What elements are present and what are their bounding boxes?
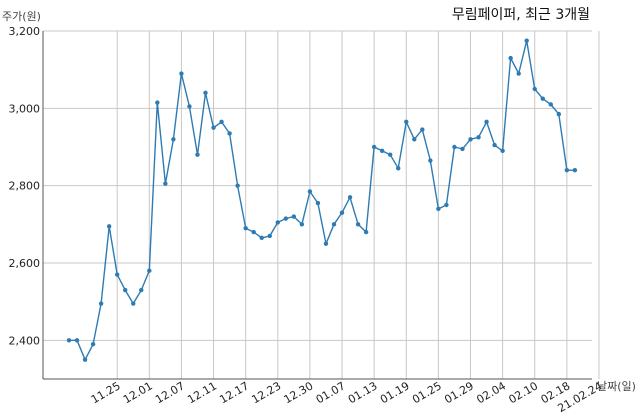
- data-point: [508, 55, 513, 61]
- data-point: [444, 202, 449, 208]
- y-tick-label: 2,600: [9, 257, 41, 270]
- data-point: [131, 301, 136, 306]
- data-point: [147, 268, 152, 273]
- series-stock-price: [66, 38, 578, 362]
- data-point: [412, 137, 417, 142]
- data-point: [524, 38, 529, 43]
- data-point: [163, 181, 168, 186]
- data-point: [211, 125, 216, 130]
- data-point: [98, 301, 104, 306]
- data-point: [339, 210, 345, 215]
- data-point: [379, 148, 385, 154]
- data-point: [428, 158, 433, 163]
- data-point: [532, 86, 537, 92]
- data-point: [500, 148, 505, 154]
- data-point: [548, 102, 553, 107]
- data-point: [171, 137, 176, 142]
- data-point: [82, 357, 88, 362]
- data-point: [251, 229, 256, 235]
- series-line: [69, 40, 575, 361]
- data-point: [572, 168, 578, 173]
- data-point: [275, 220, 280, 225]
- data-point: [283, 216, 289, 221]
- data-point: [556, 111, 562, 117]
- x-tick-label: 01.25: [410, 379, 444, 406]
- data-point: [155, 100, 160, 105]
- data-point: [187, 104, 192, 109]
- data-point: [484, 119, 489, 125]
- x-axis-title: 날짜(일): [597, 379, 636, 393]
- data-point: [452, 144, 457, 150]
- data-point: [323, 241, 329, 246]
- data-point: [476, 135, 481, 140]
- x-tick-label: 01.19: [378, 379, 412, 406]
- data-point: [347, 195, 353, 200]
- x-tick-label: 12.11: [185, 379, 219, 406]
- x-tick-label: 12.01: [121, 379, 155, 406]
- chart-title: 무림페이퍼, 최근 3개월: [452, 7, 590, 23]
- data-point: [436, 206, 441, 212]
- data-point: [363, 229, 369, 235]
- data-point: [259, 235, 264, 241]
- data-point: [388, 152, 393, 157]
- data-point: [331, 222, 337, 227]
- axes: 2,400 2,600 2,800 3,000 3,200 11.2512.0112.07…: [9, 25, 605, 415]
- x-tick-label: 01.07: [314, 379, 348, 406]
- y-tick-label: 2,400: [9, 334, 41, 347]
- data-point: [179, 71, 184, 76]
- data-point: [106, 224, 112, 229]
- data-point: [267, 233, 272, 239]
- x-tick-label: 01.29: [442, 379, 476, 406]
- data-point: [315, 200, 321, 206]
- y-tick-label: 2,800: [9, 180, 41, 193]
- data-point: [371, 144, 377, 150]
- data-point: [139, 287, 144, 293]
- x-tick-label: 12.30: [282, 379, 316, 406]
- data-point: [203, 90, 208, 96]
- y-axis-title: 주가(원): [2, 10, 41, 23]
- data-point: [564, 168, 570, 173]
- data-point: [235, 183, 240, 188]
- data-point: [516, 71, 521, 76]
- x-tick-label: 02.04: [474, 379, 508, 406]
- x-tick-label: 12.07: [153, 379, 187, 406]
- data-point: [74, 338, 80, 343]
- data-point: [396, 166, 401, 171]
- data-point: [219, 119, 224, 125]
- y-tick-label: 3,000: [9, 102, 41, 115]
- data-point: [123, 287, 128, 293]
- data-point: [243, 226, 248, 231]
- x-tick-label: 12.23: [250, 379, 284, 406]
- data-point: [492, 142, 497, 148]
- x-tick-label: 01.13: [346, 379, 380, 406]
- data-point: [114, 272, 120, 277]
- grid: [43, 30, 600, 379]
- data-point: [90, 342, 96, 347]
- data-point: [307, 189, 313, 194]
- data-point: [195, 152, 200, 157]
- data-point: [540, 96, 545, 101]
- data-point: [299, 222, 305, 227]
- data-point: [355, 222, 361, 227]
- data-point: [460, 146, 465, 152]
- x-tick-label: 12.17: [217, 379, 251, 406]
- data-point: [420, 127, 425, 132]
- y-tick-label: 3,200: [9, 25, 41, 38]
- data-point: [404, 119, 409, 125]
- data-point: [291, 214, 297, 219]
- data-point: [468, 137, 473, 142]
- data-point: [66, 338, 72, 343]
- x-tick-label: 02.10: [506, 379, 540, 406]
- x-tick-label: 11.25: [89, 379, 123, 406]
- data-point: [227, 131, 232, 136]
